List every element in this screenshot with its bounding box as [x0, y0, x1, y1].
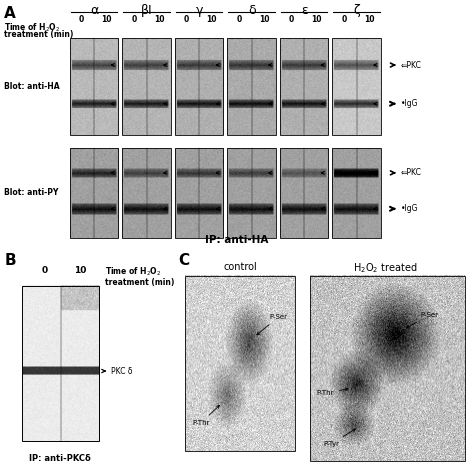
Text: ⇐PKC: ⇐PKC — [401, 61, 422, 70]
Text: 0: 0 — [79, 15, 84, 24]
Text: Blot: anti-HA: Blot: anti-HA — [4, 82, 60, 91]
Bar — [70, 148, 118, 238]
Text: P-Ser: P-Ser — [257, 314, 287, 335]
Text: •IgG: •IgG — [401, 204, 419, 213]
Text: B: B — [5, 253, 17, 268]
Text: 10: 10 — [364, 15, 374, 24]
Text: ε: ε — [301, 4, 308, 17]
Text: P-Thr: P-Thr — [317, 388, 348, 396]
Text: A: A — [4, 6, 16, 21]
Bar — [310, 276, 465, 461]
Text: α: α — [90, 4, 99, 17]
Bar — [70, 38, 118, 135]
Text: H$_2$O$_2$ treated: H$_2$O$_2$ treated — [353, 262, 418, 276]
Text: 0: 0 — [289, 15, 294, 24]
Text: βI: βI — [141, 4, 153, 17]
Bar — [22, 286, 99, 441]
Bar — [185, 276, 295, 451]
Text: P-Ser: P-Ser — [407, 312, 438, 328]
Text: 10: 10 — [259, 15, 270, 24]
Text: 0: 0 — [131, 15, 137, 24]
Text: Blot: anti-PY: Blot: anti-PY — [4, 188, 58, 197]
Text: 10: 10 — [74, 266, 86, 275]
Text: 10: 10 — [311, 15, 322, 24]
Text: treatment (min): treatment (min) — [4, 30, 73, 39]
Text: 10: 10 — [154, 15, 164, 24]
Text: •IgG: •IgG — [401, 99, 419, 108]
Text: ⇐PKC: ⇐PKC — [401, 169, 422, 177]
Bar — [122, 148, 171, 238]
Text: 0: 0 — [184, 15, 189, 24]
Bar — [332, 148, 381, 238]
Text: control: control — [223, 262, 257, 271]
Text: treatment (min): treatment (min) — [105, 277, 174, 287]
Text: IP: anti-HA: IP: anti-HA — [205, 234, 269, 245]
Text: 0: 0 — [341, 15, 347, 24]
Text: P-Thr: P-Thr — [192, 405, 219, 426]
Text: PKC δ: PKC δ — [111, 367, 133, 375]
Bar — [332, 38, 381, 135]
Text: δ: δ — [248, 4, 255, 17]
Text: Time of H$_2$O$_2$: Time of H$_2$O$_2$ — [105, 266, 162, 278]
Text: 0: 0 — [237, 15, 242, 24]
Text: γ: γ — [195, 4, 203, 17]
Text: IP: anti-PKCδ: IP: anti-PKCδ — [29, 454, 91, 463]
Bar — [280, 148, 328, 238]
Text: 0: 0 — [42, 266, 48, 275]
Text: ζ: ζ — [354, 4, 360, 17]
Bar — [228, 38, 276, 135]
Bar — [228, 148, 276, 238]
Bar — [175, 148, 224, 238]
Bar — [280, 38, 328, 135]
Bar — [122, 38, 171, 135]
Text: C: C — [178, 253, 190, 268]
Text: Time of H$_2$O$_2$: Time of H$_2$O$_2$ — [4, 22, 60, 35]
Text: P-Tyr: P-Tyr — [324, 429, 356, 447]
Bar — [175, 38, 224, 135]
Text: 10: 10 — [207, 15, 217, 24]
Text: 10: 10 — [101, 15, 112, 24]
